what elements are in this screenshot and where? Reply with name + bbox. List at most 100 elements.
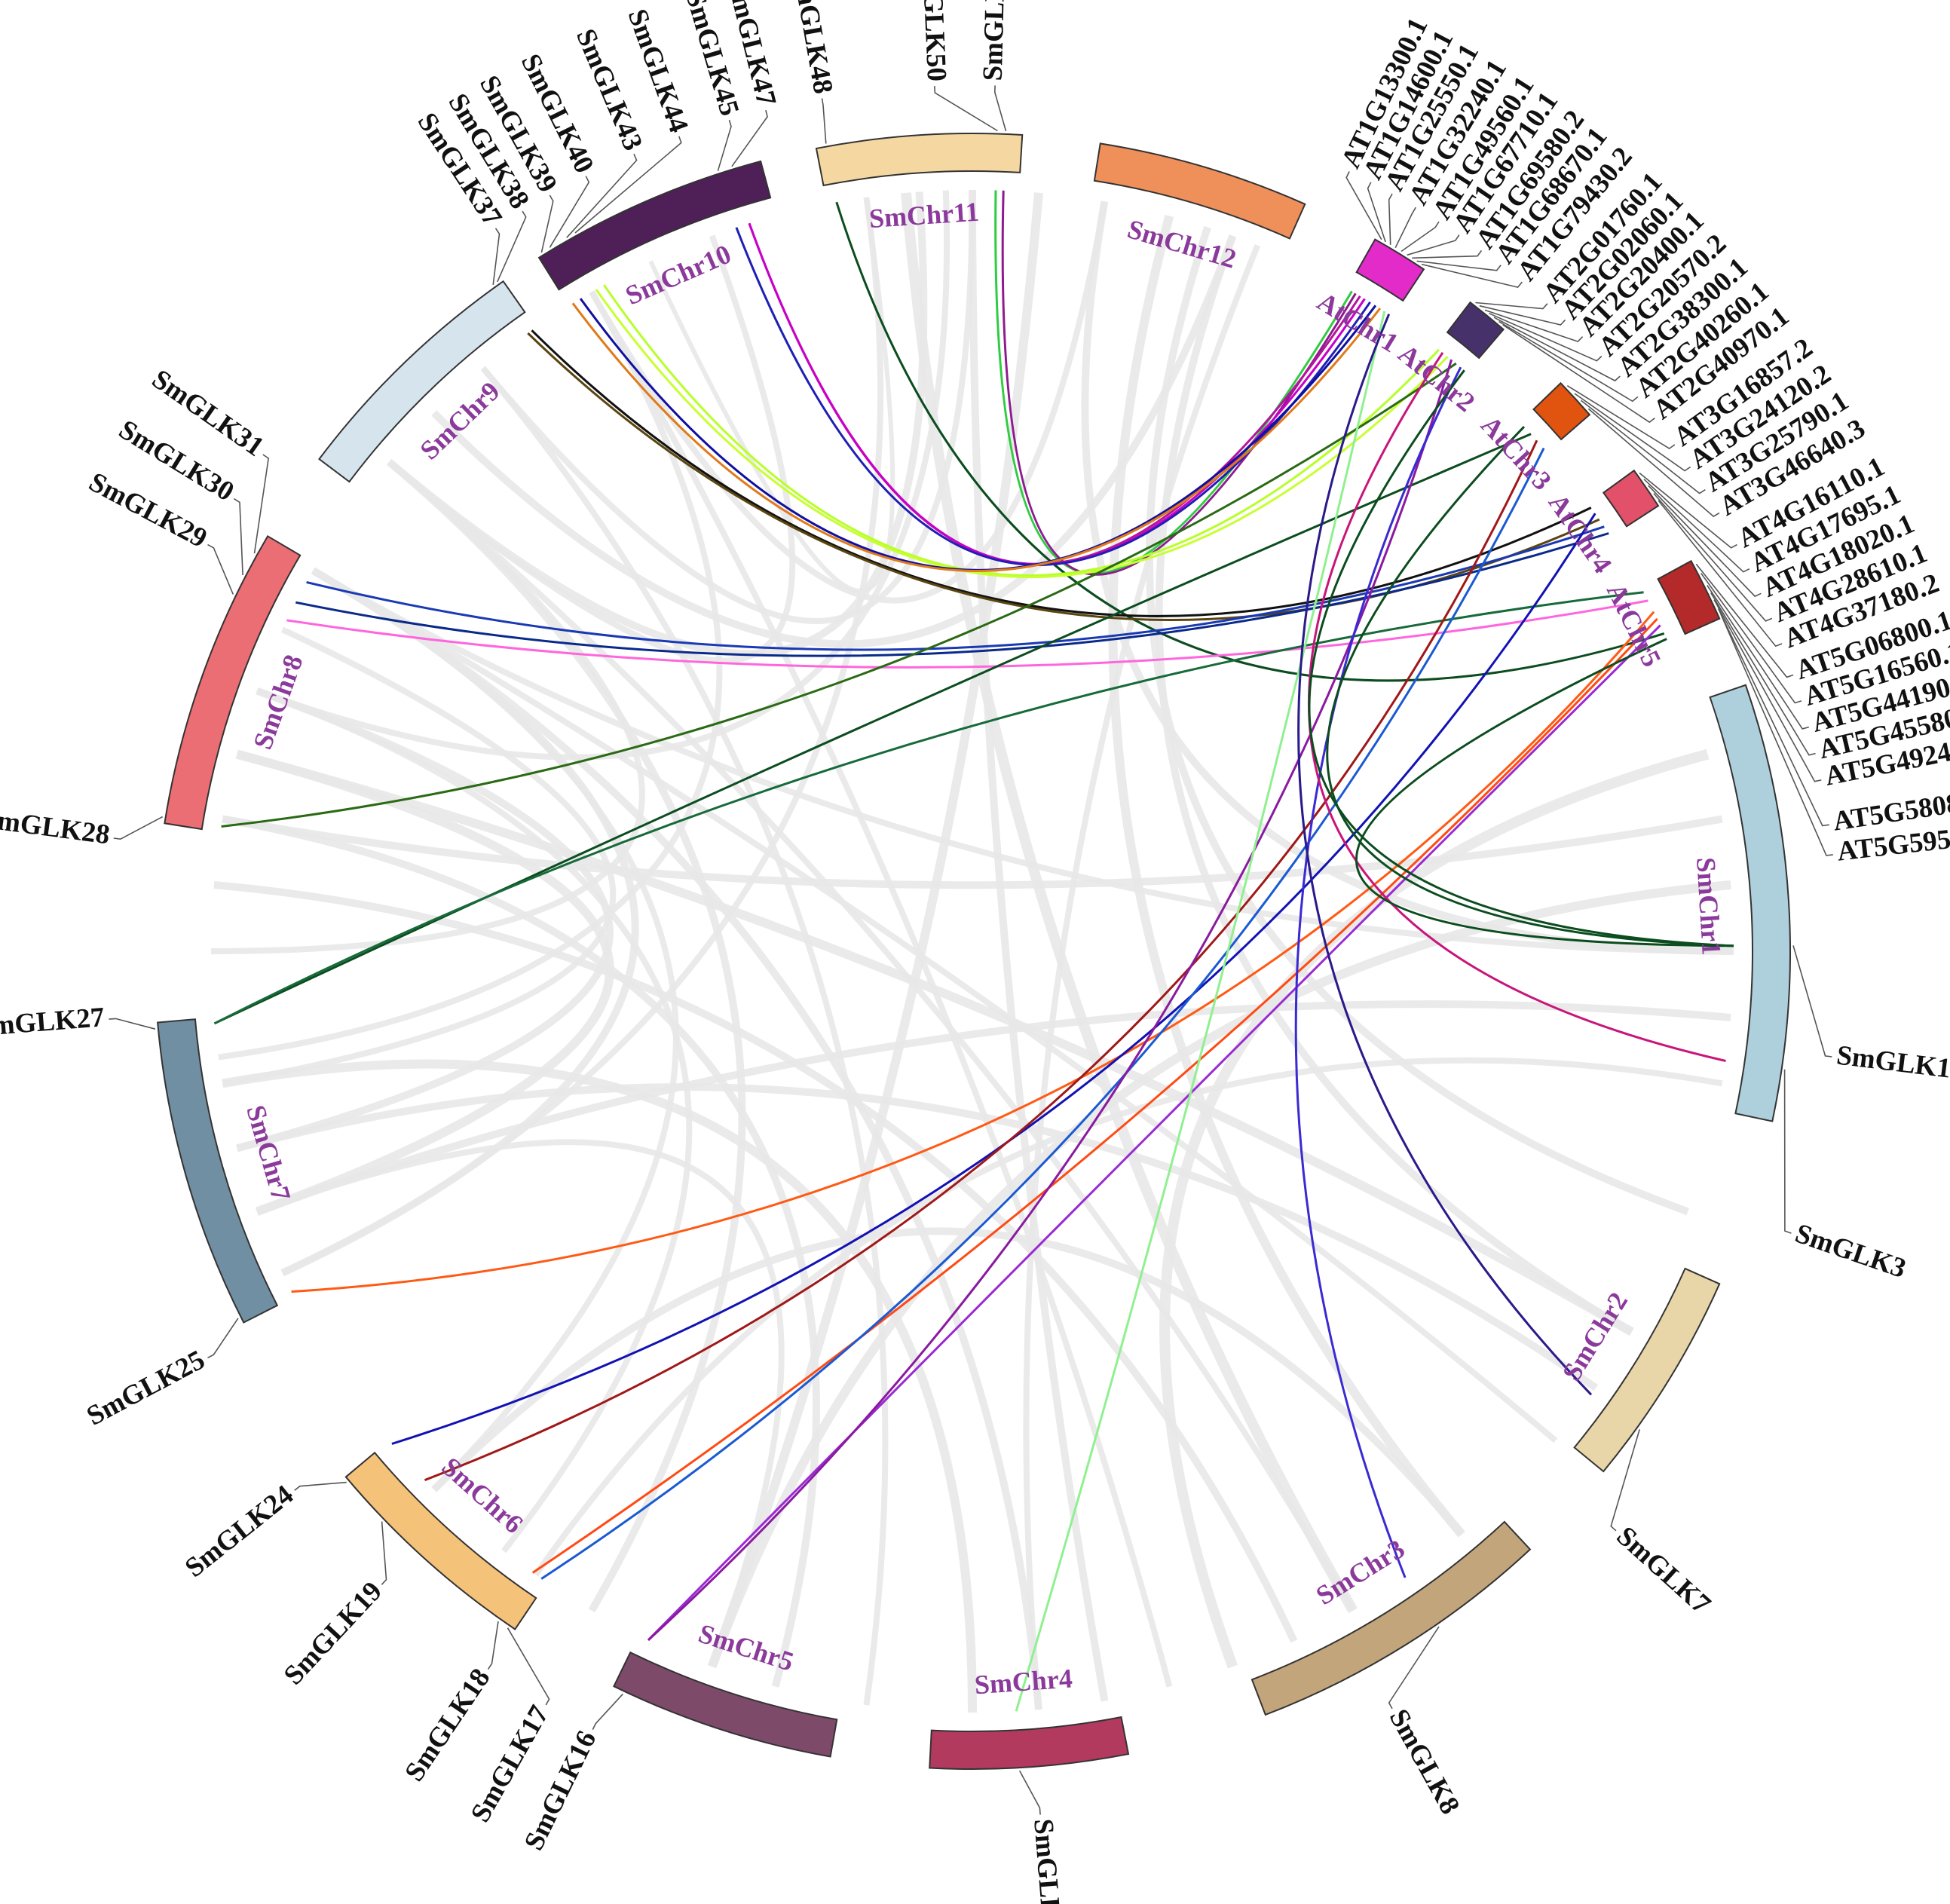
link-smglk24-at4g17695-1 [391, 513, 1596, 1445]
gene-leader-line [821, 98, 827, 144]
gene-leader-line [1701, 573, 1802, 704]
chromosome-block-smchr5 [613, 1651, 838, 1758]
background-synteny-links [210, 189, 1734, 1713]
gene-label-smglk50: SmGLK50 [916, 0, 952, 82]
gene-label-smglk3: SmGLK3 [1791, 1218, 1909, 1284]
gene-leader-line [731, 110, 768, 167]
gene-leader-line [1502, 324, 1655, 424]
background-link [1108, 214, 1465, 1538]
background-link [256, 1139, 785, 1668]
gene-leader-line [717, 119, 732, 171]
link-smglk19-at3g25790-1 [424, 439, 1538, 1481]
gene-leader-line [1479, 305, 1566, 326]
gene-leader-line [1713, 599, 1822, 782]
gene-label-smglk27: SmGLK27 [0, 1002, 106, 1042]
gene-leader-line [1792, 945, 1832, 1058]
chromosome-block-smchr9 [318, 280, 526, 483]
gene-leader-line [1710, 592, 1816, 756]
link-smglk9-at1g68670-1 [1015, 311, 1386, 1712]
gene-label-smglk28: SmGLK28 [0, 804, 112, 851]
gene-leader-line [233, 497, 243, 576]
chromosome-block-smchr10 [537, 160, 772, 291]
gene-leader-line [1587, 408, 1720, 518]
gene-leader-line [574, 136, 682, 234]
gene-leader-line [1416, 260, 1502, 271]
chromosome-block-atchr1 [1355, 238, 1425, 302]
background-link [256, 1000, 1731, 1216]
gene-leader-line [1574, 393, 1691, 472]
chromosome-block-smchr12 [1093, 142, 1306, 240]
chromosome-block-smchr11 [815, 133, 1024, 187]
link-smglk17-at3g46640-3 [540, 447, 1545, 1580]
gene-leader-line [549, 176, 590, 248]
background-link [222, 626, 617, 1087]
chromosome-block-atchr3 [1532, 381, 1591, 441]
link-smglk3-at2g02060-1 [1308, 351, 1726, 1062]
link-smglk39-at1g69580-2 [571, 302, 1382, 572]
gene-label-smglk19: SmGLK19 [278, 1576, 388, 1691]
gene-label-smglk9: SmGLK9 [1027, 1818, 1067, 1904]
link-smglk16-at5g49240-1 [647, 624, 1661, 1641]
link-smglk8-at2g40260-1 [1294, 366, 1462, 1578]
background-link [256, 190, 950, 761]
gene-label-smglk51: SmGLK51 [978, 0, 1012, 81]
link-smglk27-at5g06800-1 [213, 591, 1644, 1025]
gene-label-smglk48: SmGLK48 [786, 0, 839, 96]
gene-leader-line [934, 86, 998, 132]
chromosome-label-smchr8: SmChr8 [247, 650, 309, 753]
link-smglk44-at2g01760-1 [603, 284, 1440, 577]
background-link [969, 189, 1109, 1702]
gene-leader-line [1493, 317, 1621, 382]
background-link [222, 1059, 977, 1713]
chromosome-block-smchr4 [929, 1716, 1130, 1770]
gene-leader-line [1488, 312, 1603, 362]
gene-leader-line [487, 1621, 499, 1670]
background-link [707, 880, 1731, 1669]
chromosome-block-atchr2 [1446, 301, 1505, 360]
gene-leader-line [1695, 563, 1794, 678]
gene-leader-line [1412, 249, 1483, 259]
gene-leader-line [1345, 171, 1382, 240]
background-link [533, 1057, 1723, 1577]
background-link [311, 568, 1734, 954]
background-link [1155, 234, 1634, 1336]
gene-leader-line [497, 210, 527, 283]
gene-leader-line [1648, 485, 1762, 598]
gene-leader-line [1581, 399, 1706, 494]
gene-leader-line [253, 454, 270, 554]
gene-label-smglk24: SmGLK24 [179, 1480, 299, 1584]
gene-leader-line [1407, 234, 1460, 256]
background-link [235, 749, 1634, 1336]
gene-leader-line [1388, 193, 1393, 245]
chromosome-block-smchr8 [164, 534, 302, 831]
background-link [387, 459, 1356, 1612]
background-link [431, 234, 1237, 648]
gene-leader-line [1475, 302, 1548, 310]
background-link [280, 567, 639, 1277]
chromosome-block-smchr7 [157, 1018, 279, 1324]
gene-leader-line [1610, 1429, 1640, 1532]
gene-leader-line [1484, 309, 1584, 343]
gene-leader-line [1653, 493, 1773, 622]
gene-leader-line [1707, 585, 1810, 730]
chromosome-label-smchr7: SmChr7 [240, 1102, 296, 1205]
gene-label-smglk1: SmGLK1 [1835, 1039, 1950, 1084]
gene-leader-line [1421, 263, 1523, 288]
background-link [1023, 244, 1261, 1710]
background-link [311, 568, 1558, 1443]
gene-leader-lines [109, 85, 1833, 1815]
gene-leader-line [109, 1018, 156, 1030]
gene-leader-line [993, 85, 1007, 132]
gene-leader-line [492, 228, 501, 285]
background-link [218, 290, 723, 1061]
gene-leader-line [1566, 385, 1676, 450]
gene-label-smglk7: SmGLK7 [1611, 1520, 1716, 1620]
link-smglk1-at5g59570-1 [1355, 638, 1734, 947]
highlighted-links [213, 190, 1734, 1712]
gene-leader-line [1401, 221, 1440, 253]
gene-leader-line [1783, 1069, 1792, 1234]
link-smglk30-at4g37180-2 [295, 532, 1609, 657]
background-link [1145, 225, 1689, 1216]
background-link [707, 192, 1043, 1669]
